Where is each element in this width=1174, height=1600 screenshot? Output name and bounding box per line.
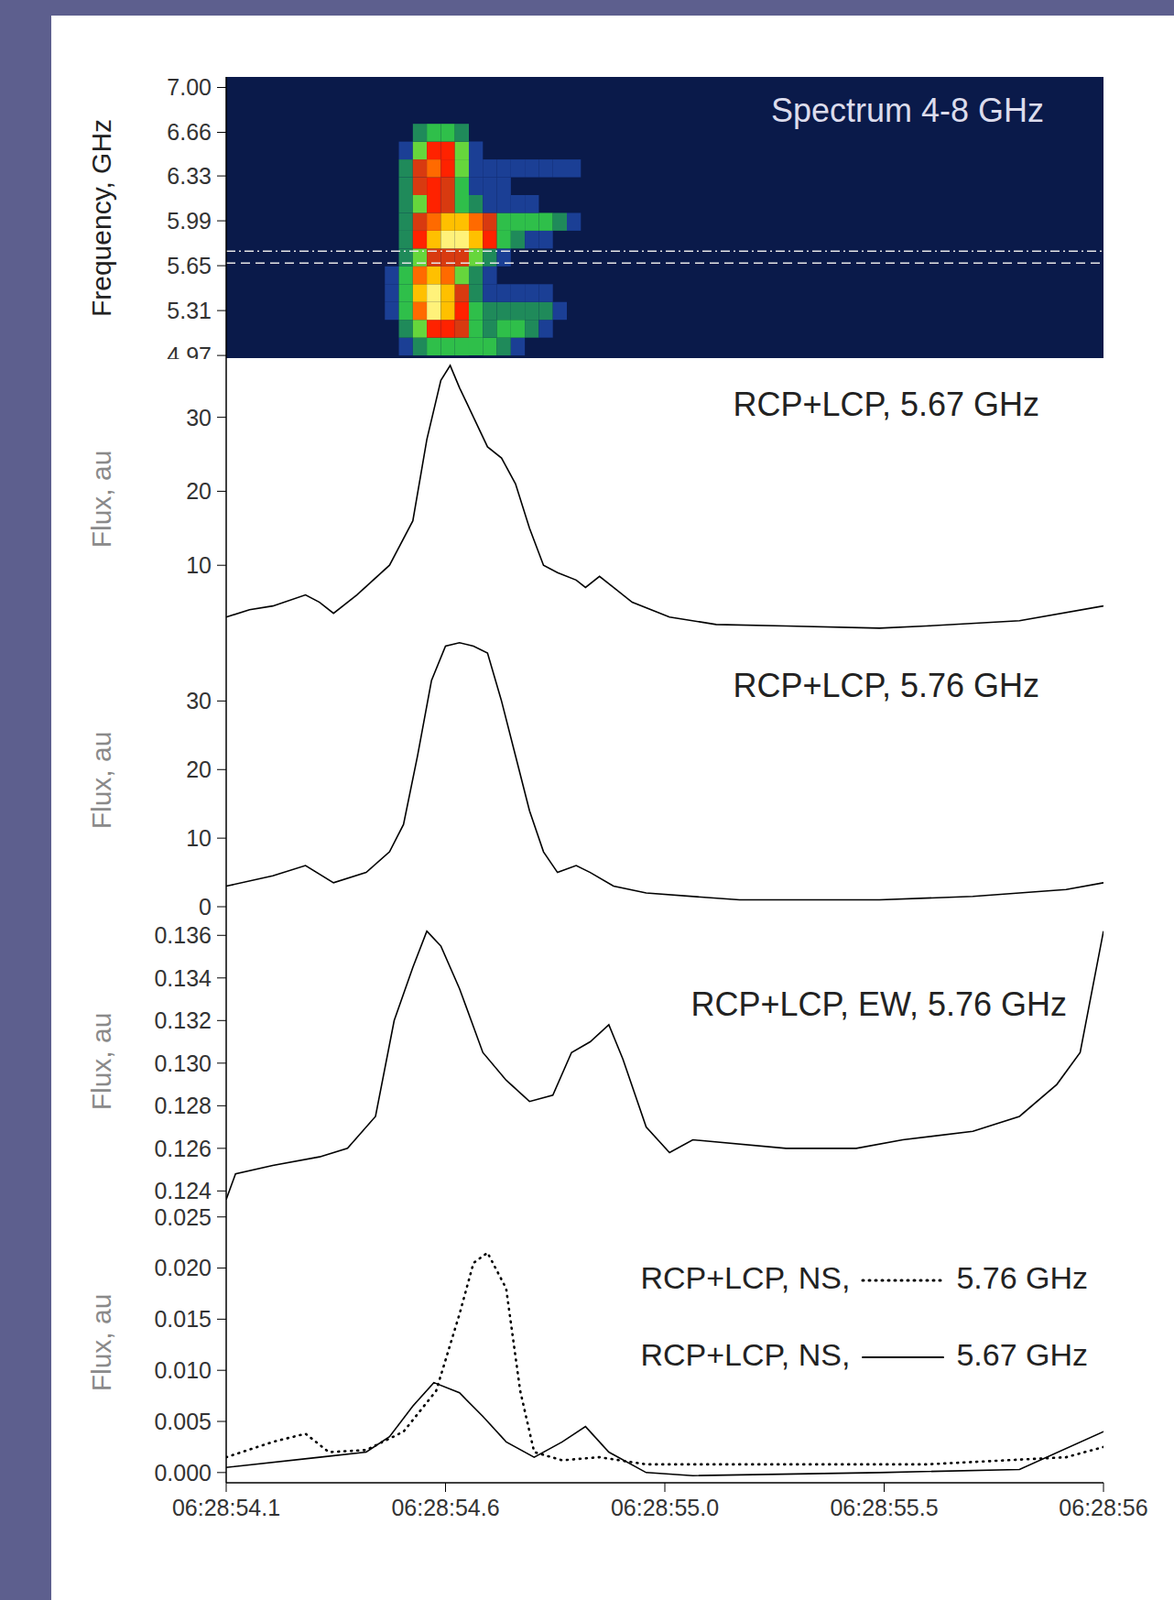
svg-text:10: 10 <box>185 552 212 578</box>
html-text:RCP+LCP, 5.76 GHz: RCP+LCP, 5.76 GHz <box>733 666 1040 705</box>
svg-text:0.136: 0.136 <box>153 922 212 948</box>
svg-text:30: 30 <box>185 687 212 714</box>
svg-text:5.65: 5.65 <box>166 252 212 279</box>
svg-text:5.31: 5.31 <box>166 297 212 324</box>
html-text:RCP+LCP, 5.67 GHz: RCP+LCP, 5.67 GHz <box>733 385 1040 424</box>
html-text:Flux, au: Flux, au <box>86 449 117 548</box>
html-text:Spectrum 4-8 GHz: Spectrum 4-8 GHz <box>770 91 1044 130</box>
svg-text:06:28:55.5: 06:28:55.5 <box>829 1494 938 1521</box>
svg-text:6.33: 6.33 <box>166 163 212 189</box>
svg-text:20: 20 <box>185 756 212 783</box>
svg-text:0.128: 0.128 <box>153 1092 212 1119</box>
html-text:Flux, au: Flux, au <box>86 1012 117 1110</box>
svg-text:0.134: 0.134 <box>153 965 212 991</box>
html-text:RCP+LCP, NS,: RCP+LCP, NS, <box>640 1260 851 1295</box>
svg-text:0.000: 0.000 <box>153 1459 212 1486</box>
svg-text:0.020: 0.020 <box>153 1254 212 1281</box>
html-text:Flux, au: Flux, au <box>86 1293 117 1391</box>
svg-text:7.00: 7.00 <box>166 76 212 100</box>
html-text:Frequency, GHz: Frequency, GHz <box>86 118 117 317</box>
html-text:RCP+LCP, EW, 5.76 GHz: RCP+LCP, EW, 5.76 GHz <box>690 985 1067 1023</box>
svg-text:06:28:56: 06:28:56 <box>1058 1494 1148 1521</box>
svg-text:0.130: 0.130 <box>153 1050 212 1077</box>
svg-text:06:28:55.0: 06:28:55.0 <box>610 1494 719 1521</box>
svg-text:30: 30 <box>185 404 212 431</box>
svg-text:20: 20 <box>185 478 212 504</box>
svg-text:5.99: 5.99 <box>166 207 212 234</box>
svg-text:0.124: 0.124 <box>153 1177 212 1203</box>
svg-text:4.97: 4.97 <box>166 342 212 359</box>
svg-text:0.010: 0.010 <box>153 1357 212 1383</box>
html-text:RCP+LCP, NS,: RCP+LCP, NS, <box>640 1337 851 1372</box>
svg-text:0.126: 0.126 <box>153 1135 212 1162</box>
html-text:5.67 GHz: 5.67 GHz <box>956 1337 1088 1372</box>
svg-text:06:28:54.6: 06:28:54.6 <box>391 1494 500 1521</box>
svg-text:6.66: 6.66 <box>166 119 212 145</box>
html-text:5.76 GHz: 5.76 GHz <box>956 1260 1088 1295</box>
svg-text:0.025: 0.025 <box>153 1204 212 1230</box>
svg-text:0.005: 0.005 <box>153 1408 212 1435</box>
svg-text:0.132: 0.132 <box>153 1007 212 1033</box>
svg-text:06:28:54.1: 06:28:54.1 <box>172 1494 281 1521</box>
svg-text:0: 0 <box>198 893 212 920</box>
svg-text:0.015: 0.015 <box>153 1305 212 1332</box>
svg-text:10: 10 <box>185 825 212 851</box>
html-text:Flux, au: Flux, au <box>86 730 117 829</box>
